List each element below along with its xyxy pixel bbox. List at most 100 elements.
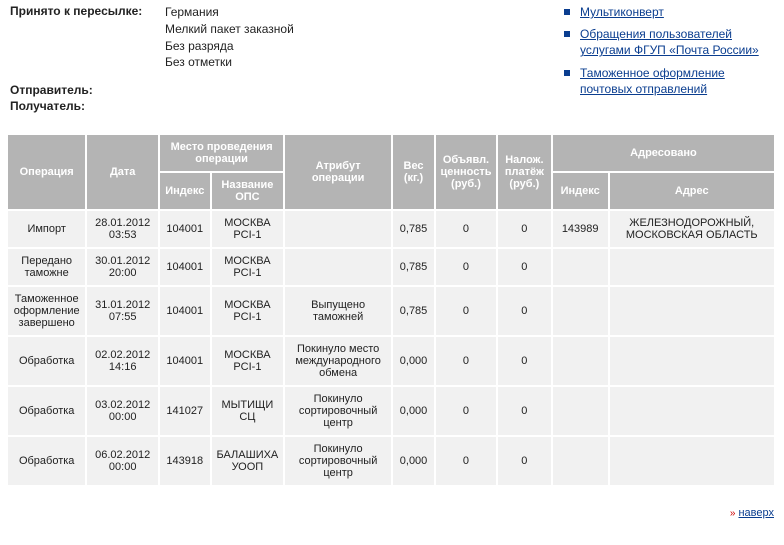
cell-attr xyxy=(285,211,391,247)
col-weight: Вес (кг.) xyxy=(393,135,434,209)
cell-dv: 0 xyxy=(436,437,496,485)
tracking-table: Операция Дата Место проведения операции … xyxy=(6,133,776,487)
cell-ops: МЫТИЩИ СЦ xyxy=(212,387,284,435)
cell-op: Импорт xyxy=(8,211,85,247)
cell-date: 06.02.2012 00:00 xyxy=(87,437,158,485)
shipment-value: Без отметки xyxy=(165,54,294,71)
cell-dv: 0 xyxy=(436,337,496,385)
cell-op: Обработка xyxy=(8,337,85,385)
cell-aidx xyxy=(553,287,608,335)
col-index: Индекс xyxy=(160,173,210,209)
cell-attr: Покинуло сортировочный центр xyxy=(285,437,391,485)
shipment-value: Мелкий пакет заказной xyxy=(165,21,294,38)
cell-w: 0,000 xyxy=(393,387,434,435)
cell-dv: 0 xyxy=(436,387,496,435)
cell-addr xyxy=(610,287,775,335)
back-to-top-link[interactable]: наверх xyxy=(738,507,774,519)
cell-aidx xyxy=(553,337,608,385)
cell-aidx xyxy=(553,387,608,435)
cell-cod: 0 xyxy=(498,337,551,385)
footer: »наверх xyxy=(0,487,784,523)
cell-idx: 104001 xyxy=(160,249,210,285)
shipment-value: Германия xyxy=(165,4,294,21)
table-row: Импорт28.01.2012 03:53104001МОСКВА PCI-1… xyxy=(8,211,774,247)
shipment-info: Принято к пересылке: ГерманияМелкий паке… xyxy=(10,4,564,115)
sidebar-link-item: Обращения пользователей услугами ФГУП «П… xyxy=(564,26,774,58)
cell-cod: 0 xyxy=(498,211,551,247)
cell-w: 0,000 xyxy=(393,337,434,385)
col-cod: Налож. платёж (руб.) xyxy=(498,135,551,209)
col-operation: Операция xyxy=(8,135,85,209)
cell-attr xyxy=(285,249,391,285)
cell-idx: 104001 xyxy=(160,211,210,247)
col-addr-index: Индекс xyxy=(553,173,608,209)
table-header: Операция Дата Место проведения операции … xyxy=(8,135,774,209)
col-ops-name: Название ОПС xyxy=(212,173,284,209)
cell-dv: 0 xyxy=(436,287,496,335)
sidebar-link[interactable]: Обращения пользователей услугами ФГУП «П… xyxy=(580,26,774,58)
cell-aidx xyxy=(553,249,608,285)
sidebar-link[interactable]: Таможенное оформление почтовых отправлен… xyxy=(580,65,774,97)
cell-ops: БАЛАШИХА УООП xyxy=(212,437,284,485)
cell-addr xyxy=(610,437,775,485)
table-row: Обработка06.02.2012 00:00143918БАЛАШИХА … xyxy=(8,437,774,485)
arrow-up-icon: » xyxy=(730,508,736,519)
col-attribute: Атрибут операции xyxy=(285,135,391,209)
cell-cod: 0 xyxy=(498,287,551,335)
cell-cod: 0 xyxy=(498,437,551,485)
cell-op: Передано таможне xyxy=(8,249,85,285)
table-row: Обработка02.02.2012 14:16104001МОСКВА PC… xyxy=(8,337,774,385)
cell-date: 30.01.2012 20:00 xyxy=(87,249,158,285)
cell-cod: 0 xyxy=(498,249,551,285)
cell-idx: 141027 xyxy=(160,387,210,435)
cell-date: 31.01.2012 07:55 xyxy=(87,287,158,335)
recipient-label: Получатель: xyxy=(10,99,165,113)
cell-ops: МОСКВА PCI-1 xyxy=(212,337,284,385)
cell-w: 0,000 xyxy=(393,437,434,485)
cell-dv: 0 xyxy=(436,211,496,247)
cell-addr xyxy=(610,337,775,385)
table-row: Передано таможне30.01.2012 20:00104001МО… xyxy=(8,249,774,285)
cell-attr: Покинуло место международного обмена xyxy=(285,337,391,385)
cell-attr: Покинуло сортировочный центр xyxy=(285,387,391,435)
top-section: Принято к пересылке: ГерманияМелкий паке… xyxy=(0,0,784,125)
col-addressed-group: Адресовано xyxy=(553,135,774,171)
sidebar-link[interactable]: Мультиконверт xyxy=(580,4,664,20)
cell-op: Обработка xyxy=(8,437,85,485)
sidebar-links: Мультиконверт Обращения пользователей усл… xyxy=(564,4,774,115)
sidebar-link-item: Мультиконверт xyxy=(564,4,774,20)
sender-label: Отправитель: xyxy=(10,83,165,97)
cell-ops: МОСКВА PCI-1 xyxy=(212,211,284,247)
cell-op: Обработка xyxy=(8,387,85,435)
col-location-group: Место проведения операции xyxy=(160,135,283,171)
shipment-value: Без разряда xyxy=(165,38,294,55)
cell-ops: МОСКВА PCI-1 xyxy=(212,249,284,285)
cell-date: 02.02.2012 14:16 xyxy=(87,337,158,385)
cell-w: 0,785 xyxy=(393,287,434,335)
col-date: Дата xyxy=(87,135,158,209)
cell-aidx: 143989 xyxy=(553,211,608,247)
cell-idx: 143918 xyxy=(160,437,210,485)
cell-w: 0,785 xyxy=(393,211,434,247)
sidebar-link-item: Таможенное оформление почтовых отправлен… xyxy=(564,65,774,97)
cell-addr: ЖЕЛЕЗНОДОРОЖНЫЙ, МОСКОВСКАЯ ОБЛАСТЬ xyxy=(610,211,775,247)
cell-addr xyxy=(610,387,775,435)
cell-dv: 0 xyxy=(436,249,496,285)
cell-idx: 104001 xyxy=(160,287,210,335)
cell-op: Таможенное оформление завершено xyxy=(8,287,85,335)
cell-date: 28.01.2012 03:53 xyxy=(87,211,158,247)
cell-idx: 104001 xyxy=(160,337,210,385)
col-declared-value: Объявл. ценность (руб.) xyxy=(436,135,496,209)
col-address: Адрес xyxy=(610,173,775,209)
table-row: Обработка03.02.2012 00:00141027МЫТИЩИ СЦ… xyxy=(8,387,774,435)
table-body: Импорт28.01.2012 03:53104001МОСКВА PCI-1… xyxy=(8,211,774,485)
cell-aidx xyxy=(553,437,608,485)
shipment-accepted-label: Принято к пересылке: xyxy=(10,4,165,71)
cell-date: 03.02.2012 00:00 xyxy=(87,387,158,435)
cell-cod: 0 xyxy=(498,387,551,435)
shipment-values: ГерманияМелкий пакет заказнойБез разряда… xyxy=(165,4,294,71)
cell-addr xyxy=(610,249,775,285)
cell-w: 0,785 xyxy=(393,249,434,285)
cell-attr: Выпущено таможней xyxy=(285,287,391,335)
table-row: Таможенное оформление завершено31.01.201… xyxy=(8,287,774,335)
